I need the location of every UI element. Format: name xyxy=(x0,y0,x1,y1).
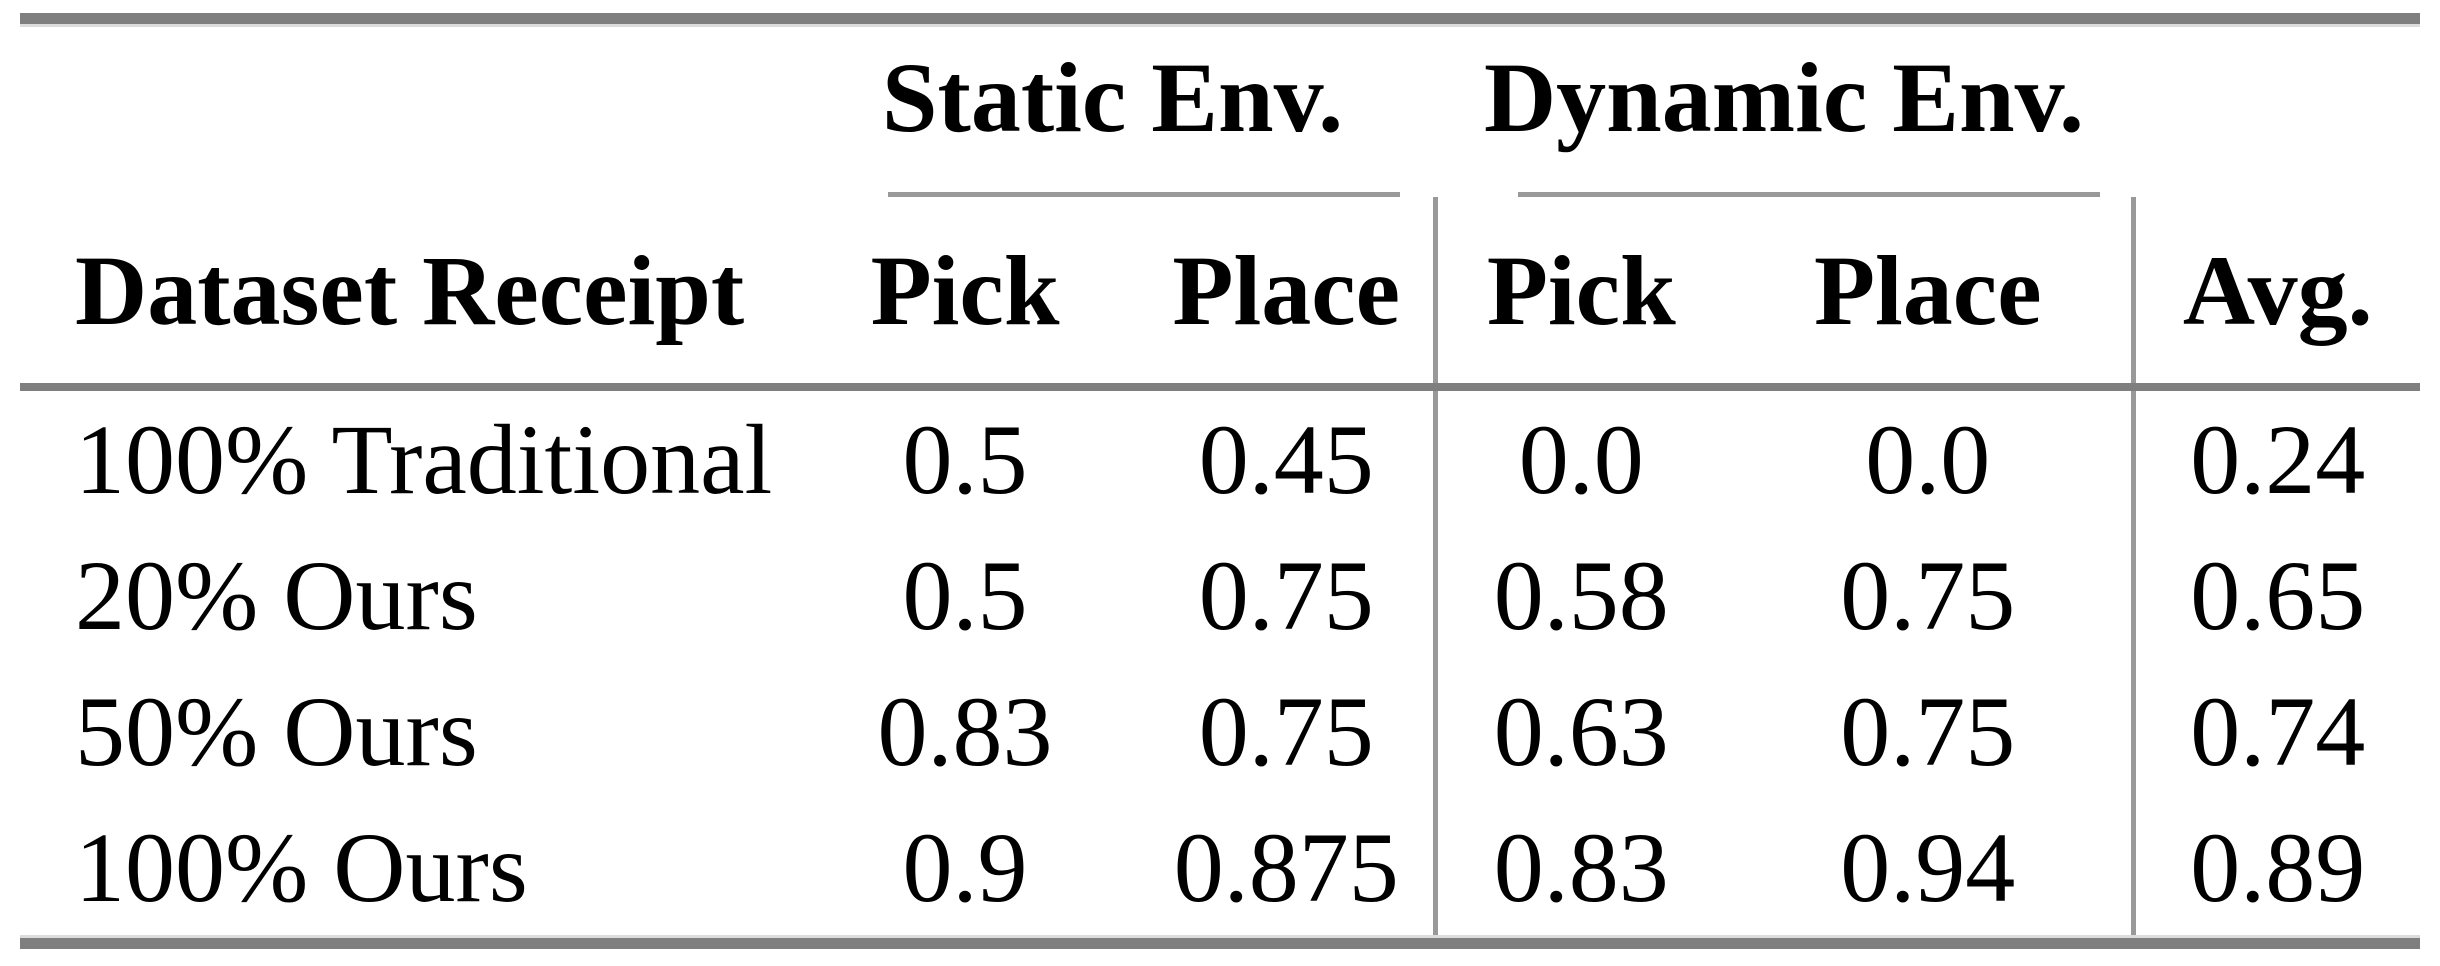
static-place-value: 0.875 xyxy=(1173,811,1399,923)
group-header-static: Static Env. xyxy=(790,27,1435,197)
column-header-row: Dataset Receipt Pick Place Pick Place Av… xyxy=(20,197,2421,391)
group-header-spacer xyxy=(20,27,790,197)
row-label: 100% Ours xyxy=(75,811,528,923)
row-label: 50% Ours xyxy=(75,675,478,787)
dynamic-place-value: 0.0 xyxy=(1865,403,1991,515)
group-header-avg-spacer xyxy=(2133,27,2420,197)
dynamic-env-group-label: Dynamic Env. xyxy=(1483,42,2085,153)
column-header-static-place: Place xyxy=(1140,197,1435,391)
column-header-static-pick: Pick xyxy=(790,197,1140,391)
static-env-underline xyxy=(888,192,1400,197)
table-row: 20% Ours 0.5 0.75 0.58 0.75 0.65 xyxy=(20,527,2421,663)
table-row: 100% Traditional 0.5 0.45 0.0 0.0 0.24 xyxy=(20,387,2421,527)
static-pick-value: 0.5 xyxy=(902,539,1028,651)
dynamic-place-value: 0.94 xyxy=(1840,811,2016,923)
static-pick-value: 0.83 xyxy=(877,675,1053,787)
avg-value: 0.24 xyxy=(2130,387,2421,527)
static-place-value: 0.45 xyxy=(1198,403,1374,515)
group-header-row: Static Env. Dynamic Env. xyxy=(20,27,2420,197)
table-top-rule xyxy=(20,13,2420,27)
dynamic-place-value: 0.75 xyxy=(1840,675,2016,787)
row-label: 20% Ours xyxy=(75,539,478,651)
group-header-dynamic: Dynamic Env. xyxy=(1435,27,2133,197)
dynamic-place-value: 0.75 xyxy=(1840,539,2016,651)
static-place-value: 0.75 xyxy=(1198,675,1374,787)
static-pick-value: 0.5 xyxy=(902,403,1028,515)
column-header-row-label: Dataset Receipt xyxy=(20,197,790,391)
dynamic-pick-value: 0.58 xyxy=(1432,527,1725,663)
results-table-wrap: Static Env. Dynamic Env. Dataset Receipt… xyxy=(20,13,2421,949)
column-header-avg: Avg. xyxy=(2130,197,2421,391)
avg-value: 0.65 xyxy=(2130,527,2421,663)
static-place-value: 0.75 xyxy=(1198,539,1374,651)
avg-value: 0.74 xyxy=(2130,663,2421,799)
column-header-dynamic-pick: Pick xyxy=(1432,197,1725,391)
dynamic-pick-value: 0.0 xyxy=(1432,387,1725,527)
results-table: Static Env. Dynamic Env. Dataset Receipt… xyxy=(20,27,2421,935)
column-header-dynamic-place: Place xyxy=(1725,197,2134,391)
table-row: 50% Ours 0.83 0.75 0.63 0.75 0.74 xyxy=(20,663,2421,799)
table-bottom-rule xyxy=(20,935,2420,949)
static-env-group-label: Static Env. xyxy=(881,42,1344,153)
row-label: 100% Traditional xyxy=(75,403,773,515)
dynamic-pick-value: 0.83 xyxy=(1432,799,1725,935)
table-row: 100% Ours 0.9 0.875 0.83 0.94 0.89 xyxy=(20,799,2421,935)
avg-value: 0.89 xyxy=(2130,799,2421,935)
dynamic-env-underline xyxy=(1518,192,2101,197)
dynamic-pick-value: 0.63 xyxy=(1432,663,1725,799)
static-pick-value: 0.9 xyxy=(902,811,1028,923)
